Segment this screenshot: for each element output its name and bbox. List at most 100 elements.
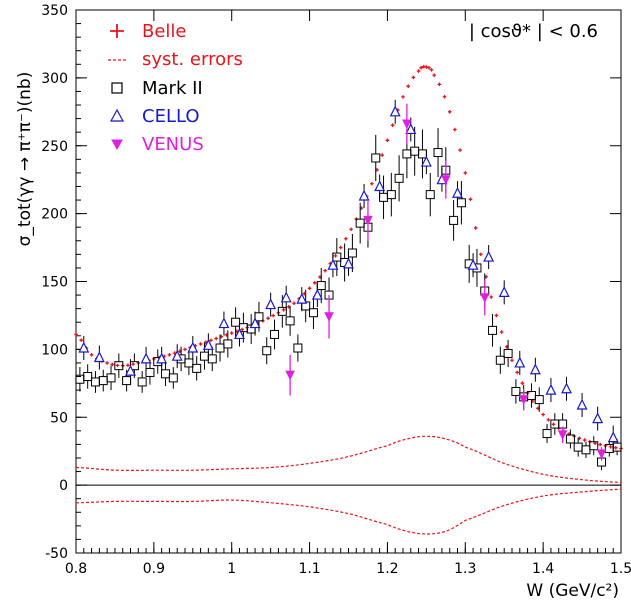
- cello-point: [483, 250, 495, 262]
- mark-ii-point: [371, 153, 381, 163]
- cello-point: [327, 258, 339, 270]
- venus-point: [402, 119, 412, 130]
- cello-point: [358, 189, 370, 201]
- venus-point: [518, 395, 529, 405]
- mark-ii-point: [90, 377, 100, 387]
- y-tick-label: 350: [41, 3, 68, 19]
- belle-point: [385, 138, 390, 143]
- x-tick-label: 1.3: [454, 561, 476, 577]
- belle-point: [427, 65, 431, 70]
- mark-ii-point: [449, 215, 459, 225]
- mark-ii-point: [223, 339, 233, 349]
- mark-ii-point: [332, 252, 342, 262]
- belle-point: [551, 422, 556, 427]
- axis-ticks: 0.8 0.9 1 1.1 1.2 1.3 1.4 1.5 -50 0 50 100 150 200 250…: [41, 3, 631, 577]
- syst-errors-curves: [75, 435, 622, 535]
- belle-point: [167, 353, 172, 357]
- venus-point: [441, 175, 451, 185]
- mark-ii-point: [277, 306, 287, 316]
- mark-ii-point: [316, 281, 326, 291]
- legend-label-venus: VENUS: [142, 134, 204, 155]
- cello-point: [218, 317, 230, 329]
- mark-ii-point: [161, 369, 171, 379]
- legend: Belle syst. errors Mark II CELLO VENUS: [108, 21, 243, 155]
- belle-point: [468, 197, 473, 202]
- belle-point: [437, 82, 442, 87]
- mark-ii-point: [425, 190, 435, 200]
- belle-point: [281, 308, 286, 312]
- cello-point: [156, 352, 168, 364]
- venus-point: [324, 312, 334, 322]
- legend-marker-mark-ii: [111, 82, 123, 94]
- mark-ii-point: [168, 373, 178, 383]
- belle-point: [266, 316, 270, 321]
- belle-point: [131, 362, 135, 366]
- venus-point: [363, 215, 373, 226]
- cello-point: [280, 291, 292, 303]
- x-tick-label: 0.8: [65, 561, 87, 577]
- belle-point: [582, 438, 587, 442]
- legend-label-syst-errors: syst. errors: [142, 49, 243, 70]
- belle-point: [126, 363, 130, 368]
- belle-point: [89, 353, 94, 357]
- belle-point: [344, 236, 348, 241]
- belle-point: [115, 363, 120, 368]
- cello-point: [374, 180, 386, 192]
- cello-point: [389, 105, 401, 117]
- mark-ii-point: [589, 441, 599, 451]
- belle-point: [453, 127, 457, 132]
- mark-ii-point: [542, 429, 552, 439]
- belle-point: [240, 327, 244, 332]
- belle-point: [614, 446, 618, 450]
- mark-ii-series: [75, 126, 622, 471]
- belle-point: [515, 370, 519, 375]
- belle-point: [209, 338, 213, 343]
- belle-point: [419, 65, 423, 70]
- belle-point: [380, 153, 385, 157]
- mark-ii-point: [262, 346, 272, 356]
- y-tick-label: 100: [41, 342, 68, 358]
- cello-series: [78, 99, 619, 450]
- mark-ii-point: [503, 348, 513, 358]
- x-tick-label: 1: [227, 561, 236, 577]
- y-tick-label: 250: [41, 139, 68, 155]
- cello-point: [343, 257, 354, 269]
- cello-point: [561, 382, 572, 394]
- cello-point: [187, 341, 199, 353]
- belle-point: [510, 358, 514, 363]
- belle-point: [447, 110, 452, 114]
- venus-point: [285, 370, 295, 381]
- belle-point: [323, 268, 327, 273]
- venus-point: [557, 430, 568, 441]
- belle-point: [546, 418, 551, 422]
- venus-point: [596, 449, 607, 460]
- mark-ii-point: [573, 442, 583, 452]
- mark-ii-point: [488, 325, 498, 335]
- mark-ii-point: [511, 386, 521, 396]
- mark-ii-point: [456, 198, 466, 208]
- belle-point: [424, 65, 429, 69]
- legend-label-cello: CELLO: [142, 106, 200, 127]
- mark-ii-point: [192, 363, 202, 373]
- belle-point: [390, 123, 395, 127]
- belle-point: [401, 95, 405, 99]
- belle-point: [307, 286, 312, 291]
- belle-point: [489, 295, 494, 299]
- mark-ii-point: [347, 248, 357, 258]
- syst-errors-upper-curve: [75, 435, 622, 483]
- belle-point: [312, 281, 317, 285]
- cello-point: [125, 364, 136, 376]
- x-tick-label: 1.4: [532, 561, 554, 577]
- venus-series: [285, 103, 607, 461]
- belle-point: [110, 362, 115, 367]
- belle-point: [198, 342, 203, 346]
- mark-ii-point: [270, 329, 280, 339]
- mark-ii-point: [534, 395, 544, 405]
- mark-ii-point: [394, 173, 404, 183]
- cello-point: [529, 363, 541, 375]
- belle-point: [463, 171, 468, 175]
- cello-point: [140, 352, 152, 364]
- belle-point: [494, 313, 499, 318]
- mark-ii-point: [83, 372, 93, 382]
